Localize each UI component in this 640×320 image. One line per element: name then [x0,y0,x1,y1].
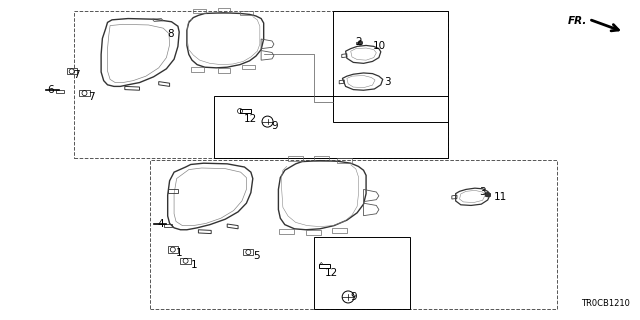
Text: 10: 10 [373,41,387,52]
Text: 11: 11 [494,192,508,202]
Text: 3: 3 [384,76,390,87]
Text: 9: 9 [271,121,278,132]
Text: 5: 5 [253,251,259,261]
Circle shape [358,41,362,45]
Text: 4: 4 [157,219,164,229]
Text: 12: 12 [325,268,339,278]
Text: 12: 12 [244,114,257,124]
Text: 7: 7 [74,70,80,80]
Text: 3: 3 [479,187,485,197]
Text: 2: 2 [355,36,362,47]
Text: 1: 1 [176,248,182,259]
Text: 7: 7 [88,92,95,102]
Circle shape [486,193,490,196]
Text: 1: 1 [191,260,197,270]
Text: 8: 8 [168,29,174,39]
Text: 6: 6 [47,84,54,95]
Text: 9: 9 [351,292,357,302]
Text: TR0CB1210: TR0CB1210 [582,299,630,308]
Text: FR.: FR. [568,16,588,26]
